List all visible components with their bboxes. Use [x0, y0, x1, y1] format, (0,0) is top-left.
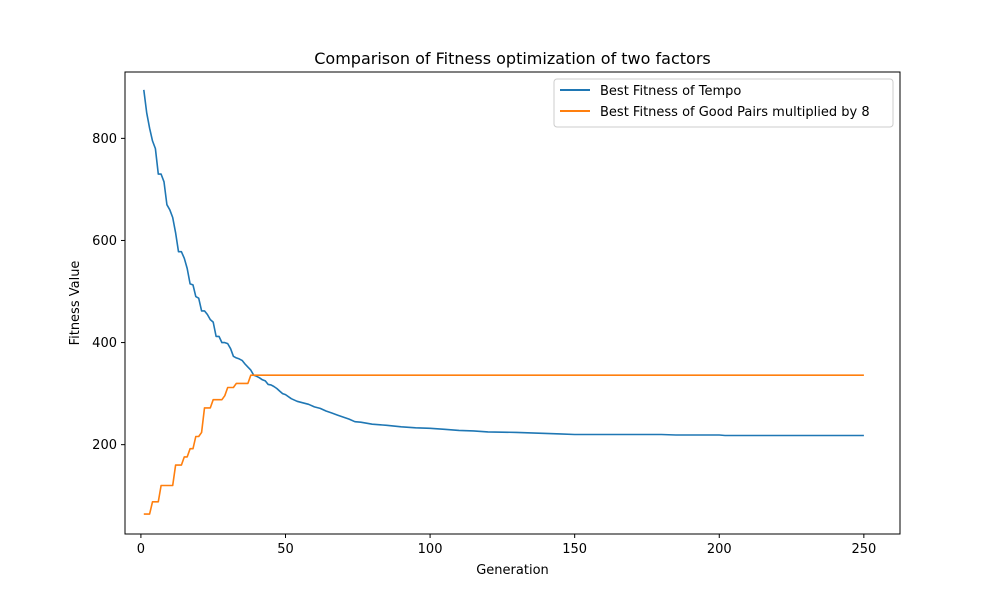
x-tick-label: 200: [707, 542, 732, 557]
series-line-good-pairs: [143, 374, 864, 515]
x-axis-label: Generation: [476, 563, 549, 578]
x-tick-label: 150: [562, 542, 587, 557]
x-tick-label: 100: [418, 542, 443, 557]
y-tick-label: 400: [92, 336, 117, 351]
x-tick-label: 250: [851, 542, 876, 557]
plot-background: [125, 72, 900, 534]
y-axis: 200 400 600 800: [92, 132, 125, 453]
legend-label-tempo: Best Fitness of Tempo: [600, 84, 741, 99]
series-layer: [143, 89, 864, 515]
legend-frame: [553, 78, 894, 128]
axes-frame: [124, 71, 901, 535]
x-tick-label: 50: [277, 542, 294, 557]
chart-title: Comparison of Fitness optimization of tw…: [314, 49, 710, 68]
x-axis: 0 50 100 150 200 250: [137, 534, 876, 557]
y-tick-label: 600: [92, 234, 117, 249]
legend: Best Fitness of Tempo Best Fitness of Go…: [553, 78, 894, 128]
series-line-tempo: [143, 89, 864, 437]
y-tick-label: 200: [92, 438, 117, 453]
y-axis-label: Fitness Value: [68, 261, 83, 346]
legend-label-good-pairs: Best Fitness of Good Pairs multiplied by…: [600, 105, 870, 120]
plot-area: [124, 71, 901, 535]
x-tick-label: 0: [137, 542, 145, 557]
y-tick-label: 800: [92, 132, 117, 147]
